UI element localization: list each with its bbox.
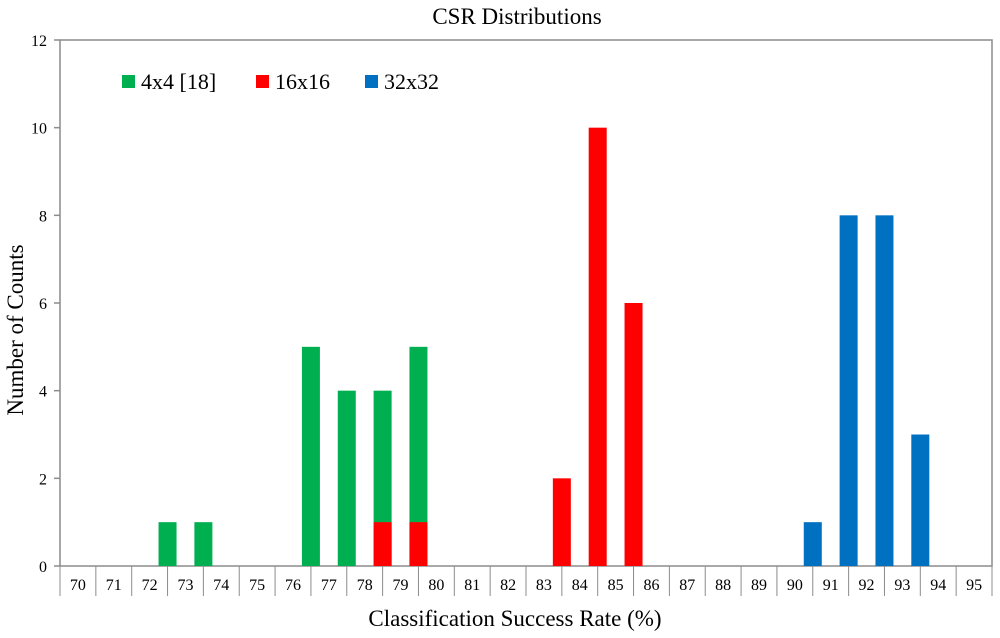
x-tick-label: 92 [859,577,875,594]
x-tick-label: 84 [572,577,588,594]
x-axis: 70 71 72 73 74 75 76 77 78 79 80 81 82 83 84 85 86 87 88 89… [59,566,993,596]
x-tick-label: 94 [930,577,946,594]
y-tick-label: 2 [39,471,47,488]
x-tick-label: 90 [787,577,803,594]
bar-4x4-18--77 [337,390,356,566]
x-tick-label: 80 [428,577,444,594]
bar-16x16-85 [624,303,643,566]
legend-label: 32x32 [384,69,439,94]
x-tick-label: 71 [106,577,122,594]
x-tick-label: 77 [321,577,337,594]
x-tick-label: 95 [966,577,982,594]
bar-32x32-92 [875,215,894,567]
bar-4x4-18--76 [301,346,320,566]
y-tick-label: 4 [39,384,47,401]
bar-16x16-84 [588,127,607,567]
bar-32x32-91 [839,215,858,567]
y-tick-label: 8 [39,208,47,225]
x-tick-label: 87 [679,577,695,594]
legend-swatch [256,75,269,88]
x-tick-label: 74 [213,577,229,594]
y-tick-label: 10 [31,121,47,138]
x-tick-label: 78 [357,577,373,594]
bar-4x4-18--72 [158,522,177,566]
x-tick-label: 79 [393,577,409,594]
bar-32x32-93 [911,434,930,566]
legend-label: 4x4 [18] [141,69,216,94]
x-tick-label: 89 [751,577,767,594]
chart-title: CSR Distributions [432,4,601,29]
legend-swatch [365,75,378,88]
y-axis-title: Number of Counts [3,244,28,415]
x-tick-label: 82 [500,577,516,594]
bar-4x4-18--79 [409,346,428,566]
x-tick-label: 72 [142,577,158,594]
y-tick-label: 0 [39,559,47,576]
x-tick-label: 88 [715,577,731,594]
bar-4x4-18--73 [194,522,213,566]
x-tick-label: 83 [536,577,552,594]
bar-16x16-83 [552,478,571,566]
y-tick-label: 12 [31,33,47,50]
legend-label: 16x16 [275,69,330,94]
x-tick-label: 86 [643,577,659,594]
x-tick-label: 81 [464,577,480,594]
bars [158,127,930,567]
x-tick-label: 93 [894,577,910,594]
x-tick-label: 73 [177,577,193,594]
x-tick-label: 76 [285,577,301,594]
legend: 4x4 [18] 16x16 32x32 [122,69,439,94]
x-tick-label: 85 [608,577,624,594]
x-tick-label: 75 [249,577,265,594]
bar-16x16-79 [409,522,428,566]
bar-16x16-78 [373,522,392,566]
y-tick-label: 6 [39,296,47,313]
x-tick-label: 91 [823,577,839,594]
y-axis: 0 2 4 6 8 10 12 [31,33,60,576]
bar-32x32-90 [803,522,822,566]
x-tick-label: 70 [70,577,86,594]
legend-swatch [122,75,135,88]
x-axis-title: Classification Success Rate (%) [368,606,661,631]
